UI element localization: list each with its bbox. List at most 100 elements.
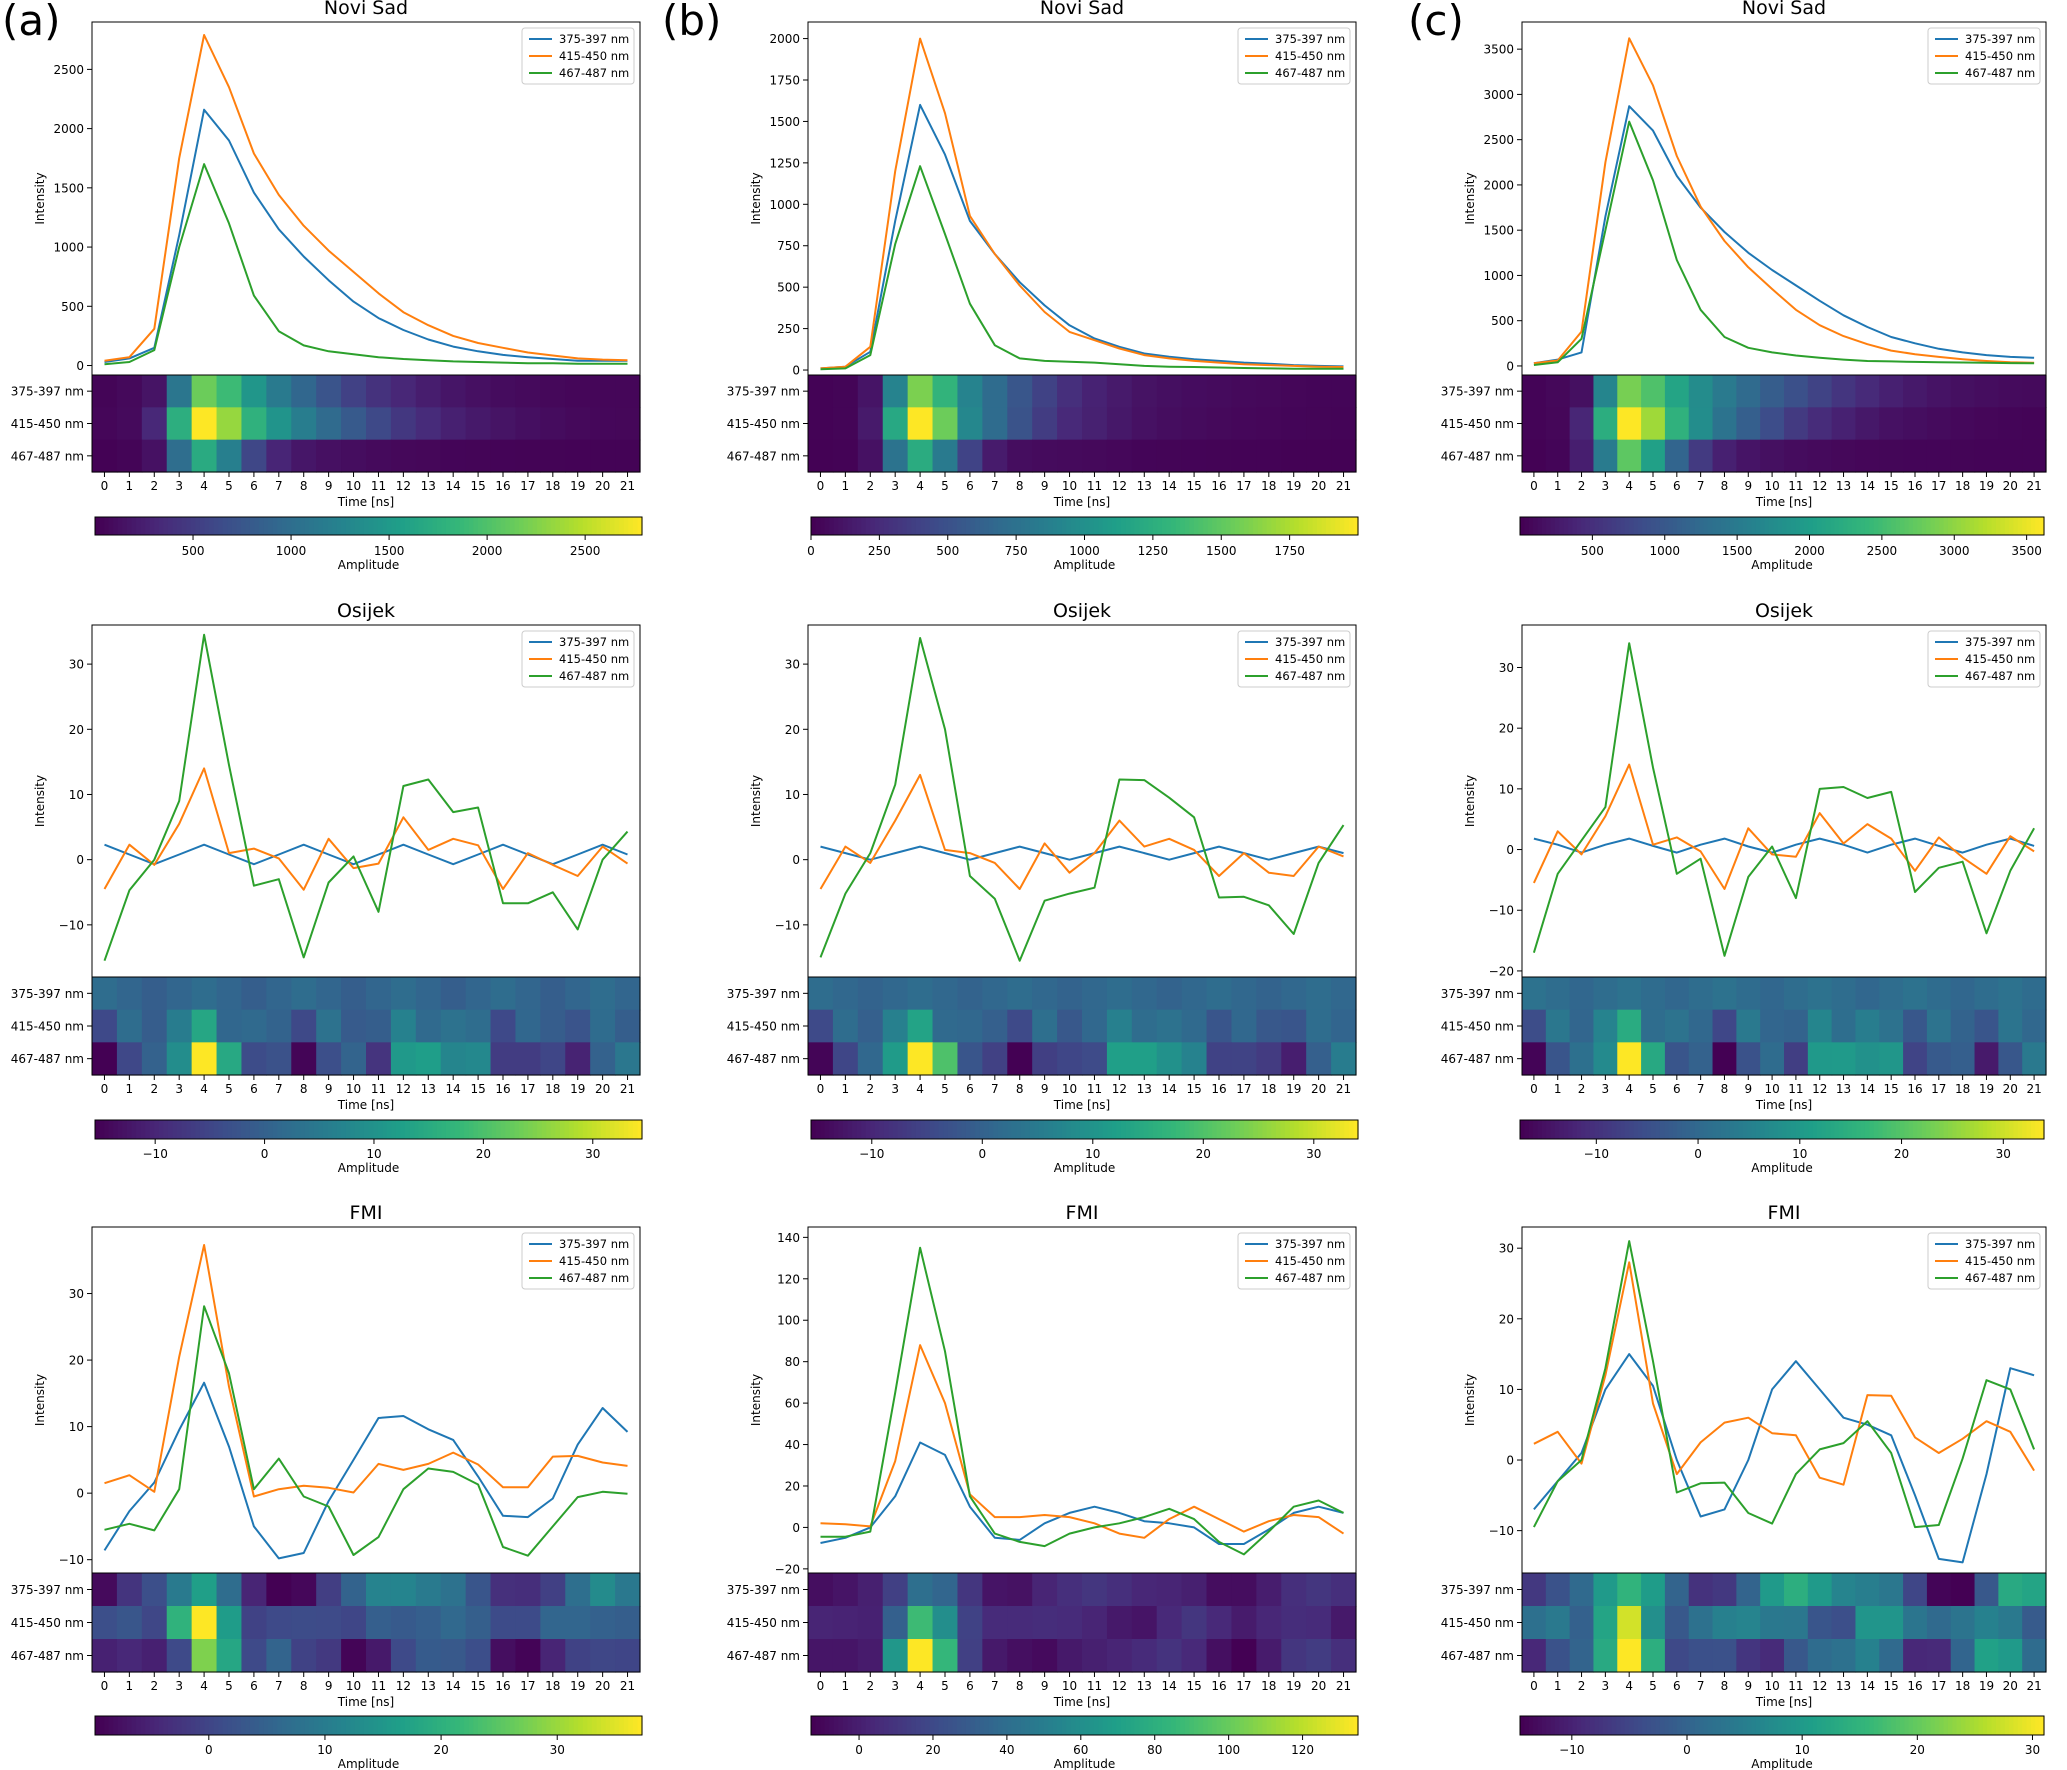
- chart-4-colorbar-segment: [1175, 1120, 1181, 1139]
- chart-8-xtick-label-1: 1: [1554, 1679, 1562, 1693]
- chart-5-colorbar-segment: [1939, 1120, 1945, 1139]
- chart-4-cb-tick-label-3: 20: [1196, 1147, 1211, 1161]
- chart-5-colorbar-segment: [1690, 1120, 1696, 1139]
- chart-4-colorbar-segment: [870, 1120, 876, 1139]
- chart-3-colorbar-segment: [190, 1120, 196, 1139]
- chart-3-colorbar-segment: [268, 1120, 274, 1139]
- chart-7-colorbar-segment: [1043, 1716, 1049, 1735]
- chart-3-heat-cell: [515, 1042, 541, 1076]
- chart-8-heat-cell: [1903, 1639, 1928, 1673]
- chart-7-heat-cell: [1306, 1639, 1332, 1673]
- chart-0-colorbar-segment: [249, 517, 256, 535]
- chart-8-cb-label: Amplitude: [1751, 1757, 1813, 1770]
- chart-7-colorbar-segment: [1098, 1716, 1104, 1735]
- chart-0-cb-tick-label-3: 2000: [472, 544, 503, 558]
- chart-5-colorbar-segment: [1747, 1120, 1753, 1139]
- chart-8-colorbar-segment: [1694, 1716, 1700, 1735]
- chart-0-colorbar-segment: [546, 517, 552, 535]
- chart-8-colorbar-segment: [1576, 1716, 1582, 1735]
- chart-1-colorbar-segment: [965, 517, 972, 535]
- chart-1-xtick-label-19: 19: [1286, 479, 1301, 493]
- chart-8-colorbar-segment: [1921, 1716, 1927, 1735]
- chart-4-heat-cell: [1082, 977, 1108, 1011]
- chart-1-colorbar-segment: [1234, 517, 1241, 535]
- chart-5-xtick-label-15: 15: [1884, 1082, 1899, 1096]
- chart-3-ytick-label-0: −10: [59, 918, 84, 932]
- chart-4-colorbar-segment: [924, 1120, 931, 1139]
- chart-3-colorbar-segment: [614, 1120, 620, 1139]
- chart-4-xtick-label-18: 18: [1261, 1082, 1276, 1096]
- chart-4-heat-cell: [1181, 1042, 1208, 1076]
- chart-8-colorbar-segment: [2026, 1716, 2032, 1735]
- chart-7-colorbar-segment: [1203, 1716, 1209, 1735]
- chart-7-colorbar-segment: [1102, 1716, 1108, 1735]
- chart-5-heat-cell: [1926, 1042, 1952, 1076]
- chart-5-colorbar-segment: [1882, 1120, 1888, 1139]
- chart-3-colorbar-segment: [186, 1120, 192, 1139]
- chart-7-colorbar-segment: [1344, 1716, 1350, 1735]
- chart-4-colorbar-segment: [1221, 1120, 1227, 1139]
- chart-2-colorbar-segment: [1629, 517, 1635, 535]
- chart-7-xtick-label-10: 10: [1062, 1679, 1077, 1693]
- chart-0-heat-cell: [490, 407, 517, 441]
- chart-4-xtick-label-10: 10: [1062, 1082, 1077, 1096]
- chart-8-colorbar-segment: [1607, 1716, 1613, 1735]
- chart-8-ytick-label-4: 30: [1499, 1242, 1514, 1256]
- chart-5-heat-cell: [2022, 1009, 2047, 1043]
- chart-2-heat-cell: [1617, 439, 1642, 473]
- chart-2-xtick-label-4: 4: [1625, 479, 1633, 493]
- chart-3-colorbar-segment: [459, 1120, 465, 1139]
- chart-0-title: Novi Sad: [324, 0, 408, 19]
- chart-0-colorbar-segment: [227, 517, 233, 535]
- chart-2-colorbar-segment: [1886, 517, 1892, 535]
- chart-8-colorbar-segment: [2022, 1716, 2028, 1735]
- chart-2-colorbar-segment: [1620, 517, 1626, 535]
- chart-5-colorbar-segment: [1633, 1120, 1639, 1139]
- chart-4-colorbar-segment: [1120, 1120, 1127, 1139]
- chart-5-colorbar-segment: [1869, 1120, 1875, 1139]
- chart-8-colorbar-segment: [1768, 1716, 1774, 1735]
- chart-2-colorbar-segment: [1882, 517, 1888, 535]
- chart-2-heat-cell: [1974, 375, 1999, 408]
- chart-0-colorbar-segment: [610, 517, 616, 535]
- chart-7-colorbar-segment: [1312, 1716, 1318, 1735]
- chart-5-colorbar-segment: [1943, 1120, 1949, 1139]
- chart-3-legend-label-0: 375-397 nm: [559, 635, 629, 649]
- chart-7-colorbar-segment: [1079, 1716, 1086, 1735]
- chart-2-colorbar-segment: [1908, 517, 1914, 535]
- chart-0-heat-cell: [166, 439, 193, 473]
- chart-1-xtick-label-12: 12: [1112, 479, 1127, 493]
- chart-0-colorbar-segment: [332, 517, 338, 535]
- chart-8-ytick-label-2: 10: [1499, 1383, 1514, 1397]
- chart-7-heat-row-label-0: 375-397 nm: [727, 1583, 800, 1597]
- chart-7-heat-cell: [1331, 1573, 1357, 1607]
- chart-4-colorbar-segment: [975, 1120, 981, 1139]
- chart-7-ytick-label-3: 40: [785, 1438, 800, 1452]
- chart-1-heat-cell: [982, 439, 1008, 473]
- chart-2-xtick-label-0: 0: [1530, 479, 1538, 493]
- chart-8-colorbar-segment: [1624, 1716, 1630, 1735]
- chart-7-xtick-label-21: 21: [1336, 1679, 1351, 1693]
- chart-4-colorbar-segment: [929, 1120, 935, 1139]
- chart-5-colorbar-segment: [1969, 1120, 1975, 1139]
- chart-0-cb-label: Amplitude: [338, 558, 400, 572]
- chart-8-xtick-label-17: 17: [1931, 1679, 1946, 1693]
- chart-4-legend-label-2: 467-487 nm: [1275, 669, 1345, 683]
- chart-0-colorbar-segment: [195, 517, 201, 535]
- chart-0-heat-row-label-0: 375-397 nm: [11, 385, 84, 399]
- chart-3-colorbar-segment: [500, 1120, 506, 1139]
- chart-8-heat-cell: [1736, 1639, 1761, 1673]
- chart-4-colorbar-segment: [824, 1120, 830, 1139]
- chart-0-heat-cell: [191, 375, 218, 408]
- chart-8-heat-cell: [1569, 1573, 1595, 1607]
- chart-2-heat-cell: [1879, 407, 1904, 441]
- chart-6-colorbar-segment: [541, 1716, 547, 1735]
- chart-3-colorbar-segment: [619, 1120, 625, 1139]
- chart-3-colorbar-segment: [509, 1120, 515, 1139]
- chart-6-heat-cell: [515, 1639, 541, 1673]
- chart-1-colorbar-segment: [824, 517, 830, 535]
- chart-7-colorbar-segment: [893, 1716, 899, 1735]
- chart-4-heat-cell: [808, 1042, 834, 1076]
- chart-8-colorbar-segment: [1611, 1716, 1617, 1735]
- chart-2-colorbar-segment: [1825, 517, 1831, 535]
